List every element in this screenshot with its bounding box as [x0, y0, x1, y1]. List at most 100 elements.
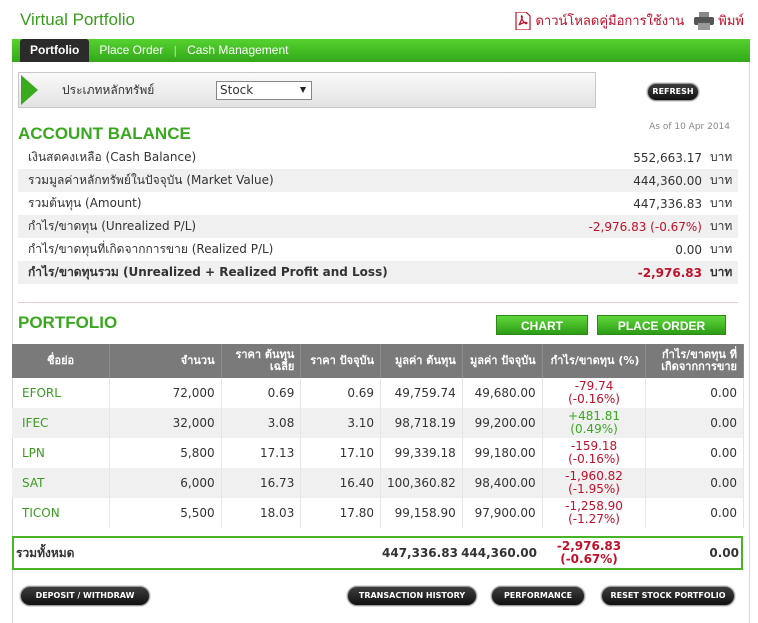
balance-label: กำไร/ขาดทุนที่เกิดจากการขาย (Realized P/… — [28, 242, 274, 256]
total-pl: -2,976.83 (-0.67%) — [537, 540, 641, 566]
col-avg-cost[interactable]: ราคา ต้นทุนเฉลี่ย — [221, 344, 302, 378]
section-divider — [18, 302, 738, 303]
cell-realized: 0.00 — [645, 468, 744, 498]
col-cost-value[interactable]: มูลค่า ต้นทุน — [380, 344, 463, 378]
tab-cash-management[interactable]: Cash Management — [187, 43, 289, 57]
as-of-date: As of 10 Apr 2014 — [649, 122, 730, 132]
symbol-link[interactable]: TICON — [12, 498, 111, 528]
download-manual-label: ดาวน์โหลดคู่มือการใช้งาน — [535, 14, 685, 29]
balance-value: 447,336.83 — [633, 196, 702, 211]
symbol-link[interactable]: SAT — [12, 468, 111, 498]
cell-market-value: 98,400.00 — [462, 468, 543, 498]
balance-unit: บาท — [710, 265, 733, 279]
portfolio-total-row: รวมทั้งหมด 447,336.83 444,360.00 -2,976.… — [12, 536, 743, 570]
cell-market-value: 99,180.00 — [462, 438, 543, 468]
account-balance-title: ACCOUNT BALANCE — [18, 124, 191, 143]
cell-pl: -79.74 (-0.16%) — [542, 378, 647, 408]
pl-amount: +481.81 — [568, 409, 621, 423]
symbol-link[interactable]: IFEC — [12, 408, 111, 438]
portfolio-title: PORTFOLIO — [18, 313, 118, 332]
deposit-withdraw-button[interactable]: DEPOSIT / WITHDRAW — [20, 586, 150, 606]
col-price[interactable]: ราคา ปัจจุบัน — [300, 344, 382, 378]
chart-button[interactable]: CHART — [496, 315, 588, 335]
cell-price: 17.80 — [300, 498, 382, 528]
balance-row-unrealized: กำไร/ขาดทุน (Unrealized P/L) -2,976.83 (… — [18, 215, 738, 238]
cell-price: 17.10 — [300, 438, 382, 468]
table-header-row: ชื่อย่อ จำนวน ราคา ต้นทุนเฉลี่ย ราคา ปัจ… — [12, 344, 744, 378]
balance-label: กำไร/ขาดทุน (Unrealized P/L) — [28, 219, 197, 233]
balance-row-amount: รวมต้นทุน (Amount) 447,336.83 บาท — [18, 192, 738, 215]
pl-amount: -1,960.82 — [565, 469, 623, 483]
page-title: Virtual Portfolio — [20, 10, 135, 29]
cell-pl: +481.81 (0.49%) — [542, 408, 647, 438]
balance-unit: บาท — [710, 150, 733, 164]
cell-qty: 5,800 — [109, 438, 222, 468]
print-link[interactable]: พิมพ์ — [694, 10, 744, 31]
cell-market-value: 49,680.00 — [462, 378, 543, 408]
balance-row-market-value: รวมมูลค่าหลักทรัพย์ในปัจจุบัน (Market Va… — [18, 169, 738, 192]
cell-cost-value: 99,158.90 — [380, 498, 463, 528]
cell-qty: 5,500 — [109, 498, 222, 528]
dropdown-arrow-icon — [300, 86, 306, 93]
balance-unit: บาท — [710, 196, 733, 210]
total-pl-percent: (-0.67%) — [560, 552, 618, 566]
table-row: TICON 5,500 18.03 17.80 99,158.90 97,900… — [12, 498, 744, 528]
security-type-select[interactable]: Stock — [216, 80, 312, 100]
cell-cost-value: 100,360.82 — [380, 468, 463, 498]
balance-value: 444,360.00 — [633, 173, 702, 188]
download-manual-link[interactable]: ดาวน์โหลดคู่มือการใช้งาน — [515, 10, 684, 31]
balance-row-cash: เงินสดคงเหลือ (Cash Balance) 552,663.17 … — [18, 146, 738, 169]
place-order-button[interactable]: PLACE ORDER — [597, 315, 726, 335]
cell-price: 0.69 — [300, 378, 382, 408]
refresh-button[interactable]: REFRESH — [647, 83, 699, 101]
table-row: EFORL 72,000 0.69 0.69 49,759.74 49,680.… — [12, 378, 744, 408]
printer-icon — [694, 11, 715, 30]
table-row: IFEC 32,000 3.08 3.10 98,718.19 99,200.0… — [12, 408, 744, 438]
symbol-link[interactable]: EFORL — [12, 378, 111, 408]
cell-market-value: 99,200.00 — [462, 408, 543, 438]
cell-cost-value: 98,718.19 — [380, 408, 463, 438]
balance-label: รวมต้นทุน (Amount) — [28, 196, 142, 210]
reset-portfolio-button[interactable]: RESET STOCK PORTFOLIO — [601, 586, 735, 606]
balance-unit: บาท — [710, 242, 733, 256]
col-realized[interactable]: กำไร/ขาดทุน ที่ เกิดจากการขาย — [645, 344, 744, 378]
tab-portfolio[interactable]: Portfolio — [20, 39, 90, 62]
table-row: LPN 5,800 17.13 17.10 99,339.18 99,180.0… — [12, 438, 744, 468]
col-pl[interactable]: กำไร/ขาดทุน (%) — [542, 344, 647, 378]
col-market-value[interactable]: มูลค่า ปัจจุบัน — [462, 344, 543, 378]
main-tabs: Portfolio Place Order | Cash Management — [12, 39, 750, 62]
total-label: รวมทั้งหมด — [16, 545, 75, 560]
col-symbol[interactable]: ชื่อย่อ — [12, 344, 111, 378]
performance-button[interactable]: PERFORMANCE — [491, 586, 585, 606]
balance-value: 552,663.17 — [633, 150, 702, 165]
cell-avg-cost: 3.08 — [221, 408, 302, 438]
account-balance-table: เงินสดคงเหลือ (Cash Balance) 552,663.17 … — [18, 146, 738, 284]
pl-amount: -79.74 — [574, 379, 614, 393]
cell-qty: 32,000 — [109, 408, 222, 438]
balance-label: รวมมูลค่าหลักทรัพย์ในปัจจุบัน (Market Va… — [28, 173, 274, 187]
symbol-link[interactable]: LPN — [12, 438, 111, 468]
balance-label: กำไร/ขาดทุนรวม (Unrealized + Realized Pr… — [28, 265, 388, 279]
col-qty[interactable]: จำนวน — [109, 344, 222, 378]
cell-cost-value: 49,759.74 — [380, 378, 463, 408]
pl-percent: (-1.95%) — [568, 482, 620, 496]
filter-bar: ประเภทหลักทรัพย์ Stock — [18, 72, 596, 108]
total-pl-amount: -2,976.83 — [556, 539, 622, 553]
cell-qty: 72,000 — [109, 378, 222, 408]
transaction-history-button[interactable]: TRANSACTION HISTORY — [347, 586, 477, 606]
balance-unit: บาท — [710, 173, 733, 187]
cell-pl: -159.18 (-0.16%) — [542, 438, 647, 468]
cell-price: 3.10 — [300, 408, 382, 438]
cell-realized: 0.00 — [645, 378, 744, 408]
pdf-icon — [515, 10, 532, 31]
tab-place-order[interactable]: Place Order — [99, 43, 164, 57]
pl-amount: -1,258.90 — [565, 499, 623, 513]
pl-amount: -159.18 — [570, 439, 618, 453]
pl-percent: (-0.16%) — [568, 452, 620, 466]
total-cost-value: 447,336.83 — [382, 546, 458, 560]
table-row: SAT 6,000 16.73 16.40 100,360.82 98,400.… — [12, 468, 744, 498]
cell-market-value: 97,900.00 — [462, 498, 543, 528]
balance-value: -2,976.83 (-0.67%) — [588, 219, 702, 234]
security-type-label: ประเภทหลักทรัพย์ — [62, 82, 155, 97]
total-market-value: 444,360.00 — [461, 546, 537, 560]
